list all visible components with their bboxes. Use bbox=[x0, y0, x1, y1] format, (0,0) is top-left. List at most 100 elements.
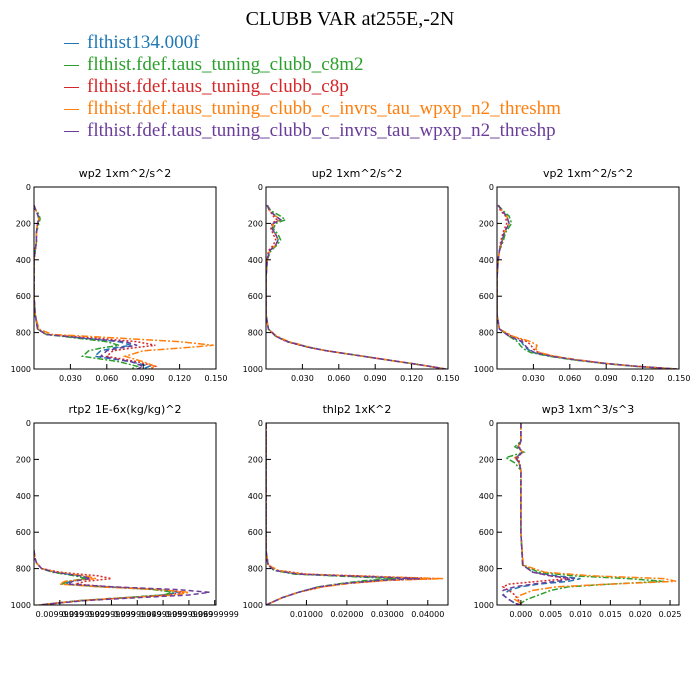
series-line bbox=[504, 423, 665, 605]
x-tick-label: 0.060 bbox=[327, 374, 350, 383]
legend-entry: flthist.fdef.taus_tuning_clubb_c_invrs_t… bbox=[64, 98, 561, 120]
series-line bbox=[266, 204, 446, 369]
legend-swatch bbox=[64, 87, 79, 89]
x-tick-label: 0.000 bbox=[509, 610, 532, 619]
x-tick-label: 0.01000 bbox=[290, 610, 323, 619]
legend-swatch bbox=[64, 109, 79, 111]
y-tick-label: 400 bbox=[479, 256, 494, 265]
y-tick-label: 400 bbox=[16, 256, 31, 265]
y-tick-label: 800 bbox=[479, 565, 494, 574]
series-group bbox=[497, 204, 677, 369]
plot-frame bbox=[33, 186, 217, 370]
series-line bbox=[34, 204, 140, 369]
plot-frame bbox=[496, 186, 680, 370]
y-tick-label: 200 bbox=[16, 219, 31, 228]
x-tick-label: 0.120 bbox=[400, 374, 423, 383]
legend: flthist134.000f flthist.fdef.taus_tuning… bbox=[64, 32, 561, 142]
y-tick-label: 800 bbox=[16, 329, 31, 338]
series-line bbox=[497, 204, 677, 369]
series-group bbox=[34, 204, 214, 369]
series-group bbox=[266, 423, 445, 605]
series-line bbox=[34, 204, 214, 369]
legend-label: flthist134.000f bbox=[87, 32, 200, 53]
y-tick-label: 200 bbox=[479, 455, 494, 464]
plot-frame bbox=[33, 422, 217, 606]
x-tick-label: 0.06999999 bbox=[191, 610, 239, 619]
x-tick-label: 0.060 bbox=[558, 374, 581, 383]
y-tick-label: 800 bbox=[479, 329, 494, 338]
series-line bbox=[34, 204, 146, 369]
series-line bbox=[34, 204, 158, 369]
y-tick-label: 1000 bbox=[474, 365, 494, 374]
y-tick-label: 600 bbox=[16, 292, 31, 301]
series-line bbox=[266, 204, 446, 369]
series-line bbox=[513, 423, 677, 605]
legend-entry: flthist.fdef.taus_tuning_clubb_c8m2 bbox=[64, 54, 561, 76]
subplot: rtp2 1E-6x(kg/kg)^2 0 200 400 600 800 1000 0.00… bbox=[11, 403, 239, 619]
plot-frame bbox=[496, 422, 680, 606]
x-tick-label: 0.025 bbox=[659, 610, 682, 619]
x-tick-label: 0.030 bbox=[522, 374, 545, 383]
legend-entry: flthist.fdef.taus_tuning_clubb_c8p bbox=[64, 76, 561, 98]
series-line bbox=[34, 204, 152, 369]
y-tick-label: 800 bbox=[248, 565, 263, 574]
plot-frame bbox=[265, 422, 449, 606]
legend-swatch bbox=[64, 43, 79, 45]
series-line bbox=[266, 423, 420, 605]
legend-label: flthist.fdef.taus_tuning_clubb_c_invrs_t… bbox=[87, 98, 561, 119]
series-line bbox=[266, 204, 446, 369]
y-tick-label: 200 bbox=[248, 455, 263, 464]
x-tick-label: 0.090 bbox=[364, 374, 387, 383]
legend-entry: flthist134.000f bbox=[64, 32, 561, 54]
x-tick-label: 0.020 bbox=[629, 610, 652, 619]
series-line bbox=[34, 550, 210, 605]
series-line bbox=[266, 204, 446, 369]
series-group bbox=[266, 204, 446, 369]
y-tick-label: 400 bbox=[16, 492, 31, 501]
y-tick-label: 600 bbox=[479, 292, 494, 301]
x-tick-label: 0.150 bbox=[437, 374, 460, 383]
subplot: wp3 1xm^3/s^3 0 200 400 600 800 1000 0.000 0.005… bbox=[474, 403, 682, 619]
subplot-title: vp2 1xm^2/s^2 bbox=[543, 167, 633, 180]
x-tick-label: 0.005 bbox=[539, 610, 562, 619]
series-line bbox=[266, 204, 446, 369]
series-group bbox=[501, 423, 677, 605]
subplot-title: thlp2 1xK^2 bbox=[323, 403, 392, 416]
y-tick-label: 0 bbox=[489, 419, 494, 428]
x-tick-label: 0.030 bbox=[291, 374, 314, 383]
series-line bbox=[497, 204, 677, 369]
legend-label: flthist.fdef.taus_tuning_clubb_c_invrs_t… bbox=[87, 120, 556, 141]
legend-label: flthist.fdef.taus_tuning_clubb_c8p bbox=[87, 76, 349, 97]
x-tick-label: 0.120 bbox=[168, 374, 191, 383]
legend-label: flthist.fdef.taus_tuning_clubb_c8m2 bbox=[87, 54, 364, 75]
x-tick-label: 0.090 bbox=[595, 374, 618, 383]
y-tick-label: 0 bbox=[26, 183, 31, 192]
y-tick-label: 600 bbox=[479, 528, 494, 537]
x-tick-label: 0.120 bbox=[631, 374, 654, 383]
y-tick-label: 200 bbox=[479, 219, 494, 228]
y-tick-label: 800 bbox=[248, 329, 263, 338]
subplot-title: up2 1xm^2/s^2 bbox=[312, 167, 403, 180]
plot-frame bbox=[265, 186, 449, 370]
x-tick-label: 0.015 bbox=[599, 610, 622, 619]
series-line bbox=[501, 423, 569, 605]
subplot: wp2 1xm^2/s^2 0 200 400 600 800 1000 0.030 0.060… bbox=[11, 167, 228, 383]
y-tick-label: 600 bbox=[16, 528, 31, 537]
y-tick-label: 1000 bbox=[243, 365, 263, 374]
x-tick-label: 0.04000 bbox=[411, 610, 444, 619]
y-tick-label: 0 bbox=[258, 183, 263, 192]
legend-swatch bbox=[64, 65, 79, 67]
legend-swatch bbox=[64, 131, 79, 133]
series-line bbox=[501, 423, 581, 605]
legend-entry: flthist.fdef.taus_tuning_clubb_c_invrs_t… bbox=[64, 120, 561, 142]
y-tick-label: 200 bbox=[248, 219, 263, 228]
figure-title: CLUBB VAR at255E,-2N bbox=[245, 8, 455, 30]
x-tick-label: 0.02999999 bbox=[87, 610, 135, 619]
subplot: vp2 1xm^2/s^2 0 200 400 600 800 1000 0.030 0.060… bbox=[474, 167, 691, 383]
x-tick-label: 0.03999999 bbox=[113, 610, 161, 619]
series-line bbox=[34, 550, 184, 605]
x-tick-label: 0.030 bbox=[59, 374, 82, 383]
y-tick-label: 400 bbox=[248, 256, 263, 265]
y-tick-label: 1000 bbox=[243, 601, 263, 610]
y-tick-label: 0 bbox=[489, 183, 494, 192]
